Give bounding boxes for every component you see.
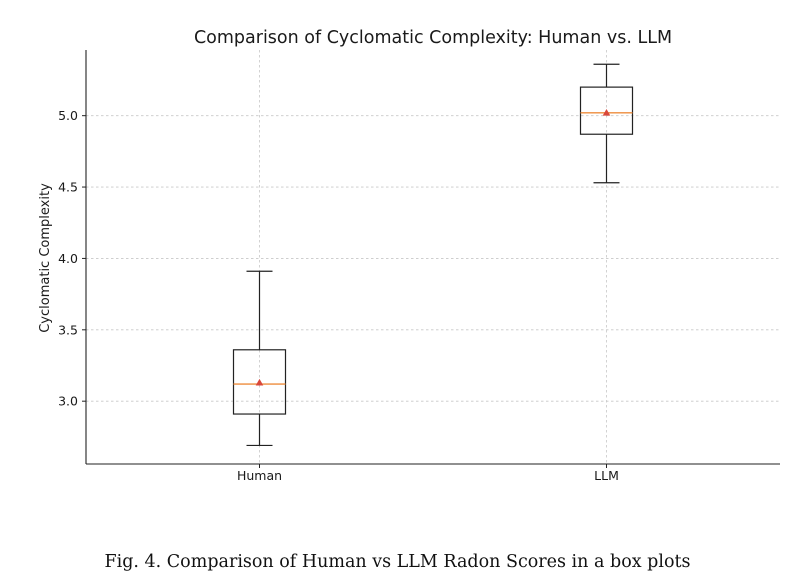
- x-tick-label: Human: [237, 468, 282, 483]
- box-plot-chart: 3.0 3.5 4.0 4.5 5.0 Human LLM Comparison of Cy…: [38, 28, 780, 483]
- axes: [82, 50, 780, 468]
- box-human: [232, 270, 287, 447]
- chart-title: Comparison of Cyclomatic Complexity: Hum…: [194, 28, 672, 48]
- x-tick-label: LLM: [594, 468, 619, 483]
- y-tick-label: 3.5: [58, 322, 78, 337]
- mean-marker: [255, 378, 264, 386]
- box-series: [232, 63, 634, 447]
- y-tick-label: 4.0: [58, 251, 78, 266]
- grid-lines: [86, 50, 780, 464]
- y-tick-label: 4.5: [58, 180, 78, 195]
- y-axis-label: Cyclomatic Complexity: [38, 183, 53, 333]
- mean-marker: [602, 109, 611, 116]
- figure-caption: Fig. 4. Comparison of Human vs LLM Radon…: [104, 552, 691, 572]
- box-llm: [579, 63, 634, 184]
- y-tick-label: 5.0: [58, 108, 78, 123]
- iqr-box: [232, 349, 287, 415]
- iqr-box: [579, 86, 634, 135]
- tick-labels: 3.0 3.5 4.0 4.5 5.0 Human LLM: [58, 108, 619, 483]
- y-tick-label: 3.0: [58, 394, 78, 409]
